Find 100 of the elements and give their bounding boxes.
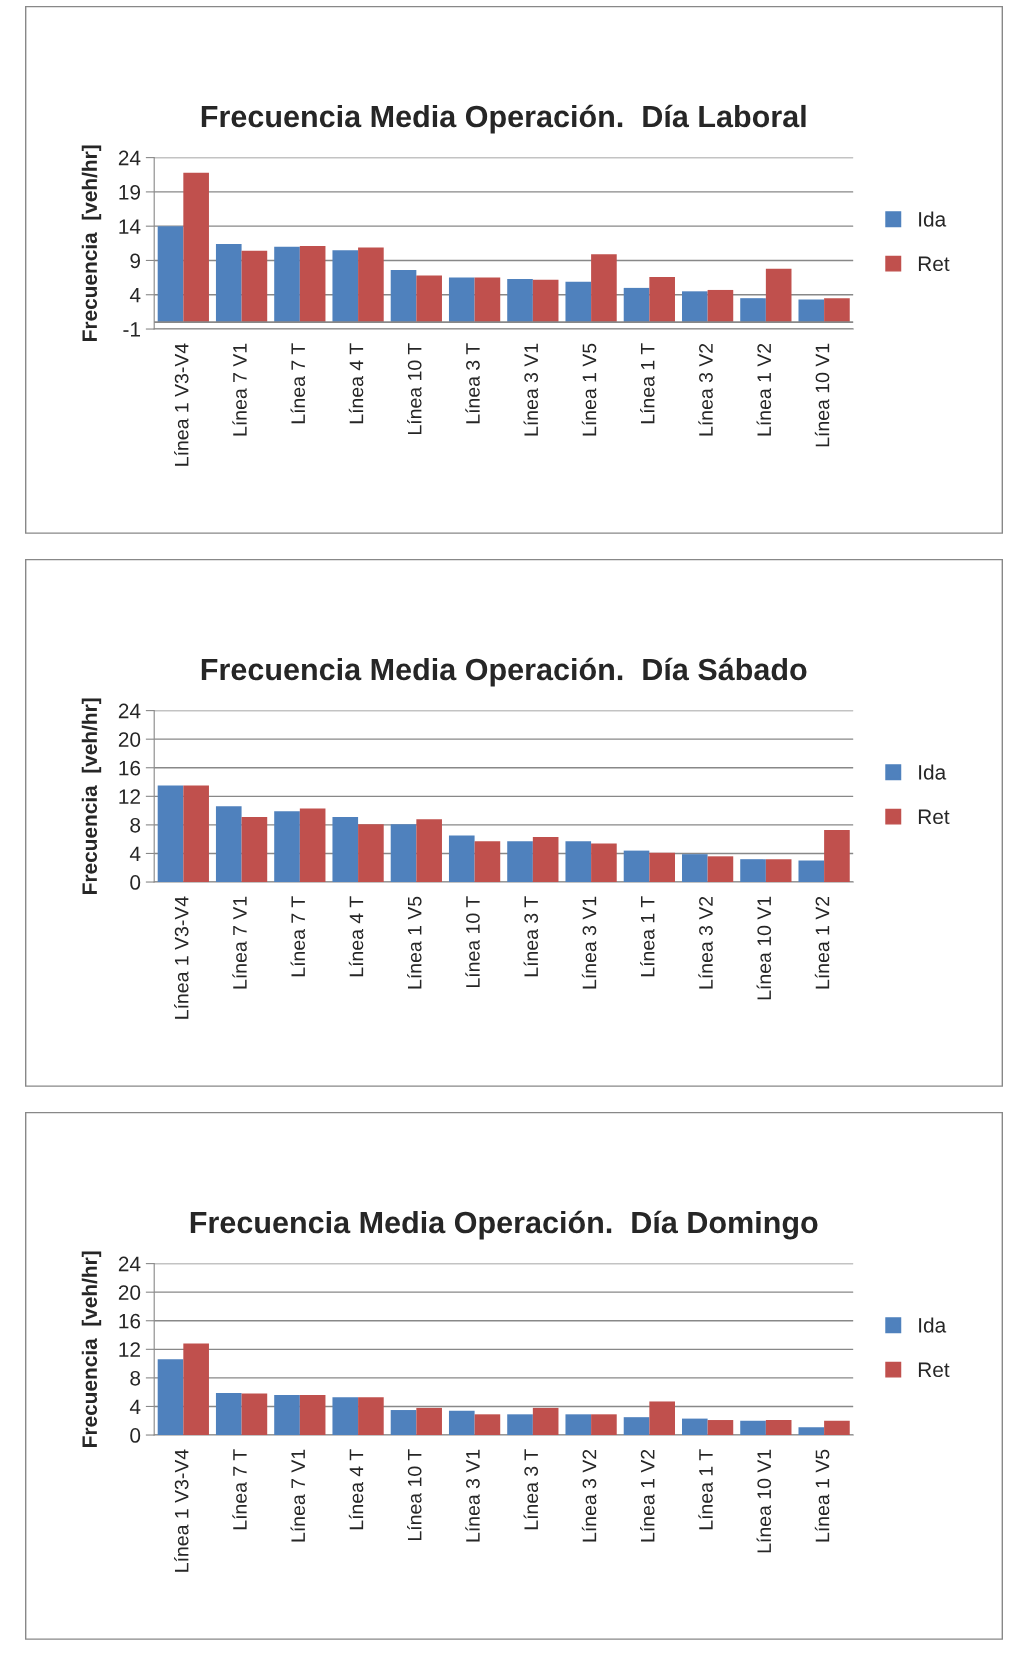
bar [565,281,592,323]
x-tick-label: Línea 3 T [465,343,480,424]
bar [416,819,442,883]
x-tick-label: Línea 3 V1 [581,896,597,989]
x-tick-label: Línea 10 T [465,896,480,987]
x-tick-label: Línea 1 V3-V4 [174,343,189,466]
bar [157,785,184,883]
bar [332,250,359,323]
bar [532,279,559,323]
bar [390,270,417,323]
y-tick-label: 12 [119,1342,140,1357]
chart-title: Frecuencia Media Operación. Día Sábado [201,657,807,687]
bar [183,1343,209,1436]
y-tick-label: 0 [130,875,141,890]
y-tick-label: 20 [118,1285,141,1300]
bar [157,226,184,323]
bar [740,859,766,883]
bar [532,1407,559,1436]
y-tick-label: 24 [118,1256,141,1272]
y-tick-label: 24 [118,703,141,719]
legend-label: Ida [919,211,947,227]
x-tick-label: Línea 3 T [523,1449,539,1530]
bar [623,287,650,323]
y-tick-label: 14 [119,219,141,234]
x-tick-label: Línea 1 V3-V4 [174,1449,189,1572]
bar [274,246,300,323]
bar [798,860,825,883]
x-tick-label: Línea 1 T [640,896,655,977]
bar [707,1420,734,1436]
bar [507,841,533,883]
x-tick-label: Línea 4 T [348,343,364,424]
y-tick-label: 9 [130,253,141,269]
bar [623,1417,650,1436]
x-tick-label: Línea 4 T [348,896,364,977]
bar [448,835,475,883]
bar [474,1414,501,1436]
x-tick-label: Línea 4 T [348,1449,364,1530]
y-axis-title: Frecuencia [veh/hr] [81,698,102,894]
x-tick-label: Línea 3 V2 [698,343,713,436]
bar [591,1414,617,1436]
bar [740,1420,766,1436]
bar [565,1414,592,1436]
x-tick-label: Línea 7 V1 [290,1449,306,1542]
bar [798,299,825,323]
bar [765,1420,792,1436]
y-tick-label: 4 [129,846,141,862]
x-tick-label: Línea 1 V5 [814,1449,830,1542]
bar [740,298,766,323]
bar [681,291,708,323]
legend-label: Ret [918,1362,950,1378]
x-tick-label: Línea 10 V1 [814,343,830,447]
y-tick-label: 0 [130,1428,141,1443]
bar [448,277,475,323]
y-tick-label: -1 [123,322,140,337]
x-tick-label: Línea 1 T [698,1449,713,1530]
x-tick-label: Línea 1 V2 [814,896,830,989]
x-tick-label: Línea 1 V5 [581,343,597,436]
chart-title: Frecuencia Media Operación. Día Domingo [190,1210,818,1240]
bar [649,1401,675,1436]
x-tick-label: Línea 10 T [407,343,422,434]
bar [157,1359,184,1436]
y-tick-label: 4 [129,287,141,303]
x-tick-label: Línea 7 V1 [232,343,247,436]
bar [274,811,300,883]
x-tick-label: Línea 7 V1 [232,896,247,989]
bar [390,824,417,883]
bar [507,1414,533,1436]
x-tick-label: Línea 3 V2 [581,1449,597,1542]
bar [681,1418,708,1436]
legend-label: Ida [919,1317,947,1333]
x-tick-label: Línea 1 V2 [756,343,772,436]
x-tick-label: Línea 1 V3-V4 [174,896,189,1019]
x-tick-label: Línea 1 V2 [640,1449,655,1542]
x-tick-label: Línea 7 T [232,1449,247,1530]
x-tick-label: Línea 10 V1 [756,896,772,1000]
bar [649,276,675,323]
x-tick-label: Línea 3 V1 [465,1449,480,1542]
bar [274,1395,300,1436]
bar [623,850,650,883]
bar [183,785,209,883]
bar [591,843,617,883]
bar [649,852,675,883]
y-tick-label: 24 [118,150,141,166]
bar [358,1397,384,1436]
y-tick-label: 16 [119,1313,141,1329]
y-axis-title: Frecuencia [veh/hr] [81,1251,102,1447]
y-tick-label: 8 [130,1370,141,1386]
bar [681,854,708,883]
x-tick-label: Línea 7 T [290,896,306,977]
bar [474,277,501,323]
x-tick-label: Línea 3 T [523,896,539,977]
bar [707,289,734,323]
bar [824,829,850,883]
x-tick-label: Línea 3 V2 [698,896,713,989]
chart-title: Frecuencia Media Operación. Día Laboral [201,104,806,134]
bar [532,837,559,883]
bar [215,244,242,323]
bar [565,841,592,883]
bar [215,806,242,883]
y-tick-label: 8 [130,817,141,833]
